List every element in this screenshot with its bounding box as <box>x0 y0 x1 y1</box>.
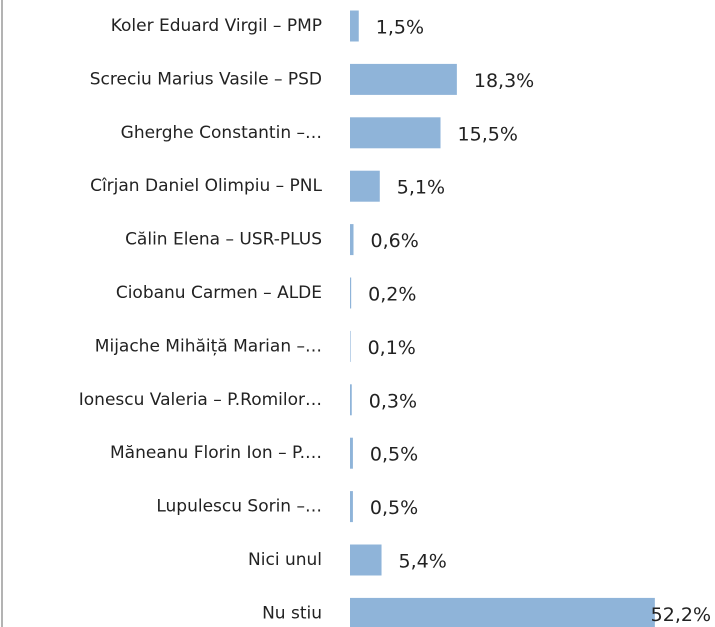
category-label: Cîrjan Daniel Olimpiu – PNL <box>90 176 322 196</box>
bar <box>350 10 359 42</box>
category-label: Ciobanu Carmen – ALDE <box>116 283 322 303</box>
value-label: 0,6% <box>371 230 419 252</box>
category-label: Lupulescu Sorin –… <box>156 497 322 517</box>
value-label: 0,2% <box>368 284 416 306</box>
bar <box>350 384 352 416</box>
bar <box>350 597 655 627</box>
category-label: Nu stiu <box>262 603 322 623</box>
bar <box>350 63 457 95</box>
value-label: 5,1% <box>397 177 445 199</box>
category-label: Nici unul <box>248 550 322 570</box>
category-label: Ionescu Valeria – P.Romilor… <box>79 390 322 410</box>
bar <box>350 117 441 149</box>
category-label: Koler Eduard Virgil – PMP <box>111 16 322 36</box>
bar <box>350 330 351 362</box>
category-label: Călin Elena – USR-PLUS <box>125 230 322 250</box>
value-label: 0,1% <box>368 337 416 359</box>
bar <box>350 170 380 202</box>
bar <box>350 544 382 576</box>
bar <box>350 224 354 256</box>
category-label: Mijache Mihăiță Marian –… <box>95 336 322 356</box>
value-label: 0,5% <box>370 444 418 466</box>
category-label: Măneanu Florin Ion – P.… <box>110 443 322 463</box>
value-label: 52,2% <box>651 604 711 626</box>
bar <box>350 491 353 523</box>
value-label: 5,4% <box>399 551 447 573</box>
bar <box>350 437 353 469</box>
value-label: 1,5% <box>376 17 424 39</box>
value-label: 18,3% <box>474 70 534 92</box>
bar <box>350 277 352 309</box>
category-label: Screciu Marius Vasile – PSD <box>90 69 322 89</box>
value-label: 0,5% <box>370 497 418 519</box>
category-label: Gherghe Constantin –… <box>121 123 322 143</box>
value-label: 15,5% <box>458 123 518 145</box>
value-label: 0,3% <box>369 390 417 412</box>
